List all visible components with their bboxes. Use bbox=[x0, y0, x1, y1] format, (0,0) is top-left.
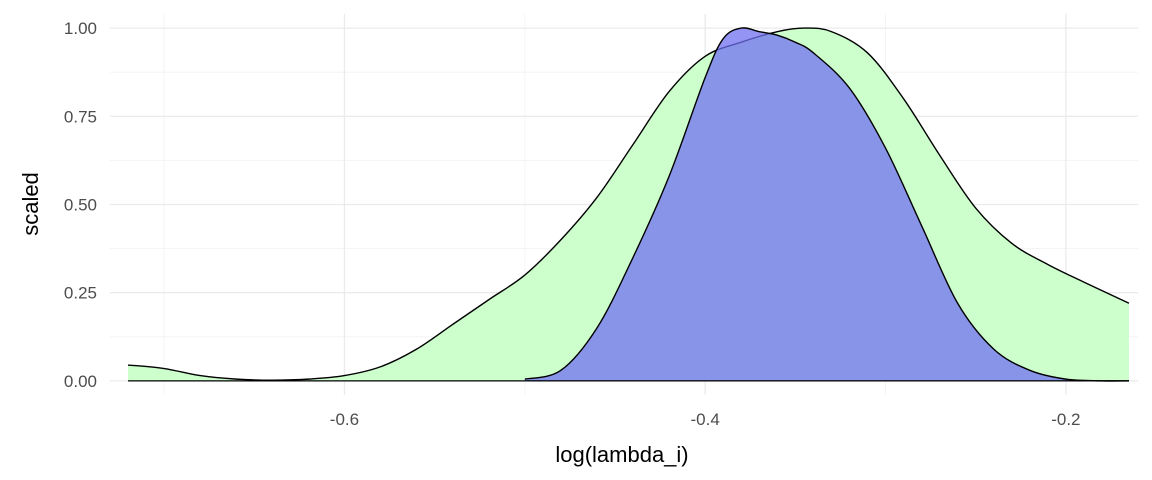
density-areas bbox=[127, 27, 1130, 382]
x-axis-ticks: -0.6 -0.4 -0.2 bbox=[330, 410, 1081, 429]
y-axis-title: scaled bbox=[18, 172, 43, 236]
x-tick-label: -0.2 bbox=[1051, 410, 1080, 429]
y-tick-label: 0.75 bbox=[64, 107, 97, 126]
y-tick-label: 0.00 bbox=[64, 372, 97, 391]
density-area-2 bbox=[524, 27, 1129, 382]
x-axis-title: log(lambda_i) bbox=[555, 442, 688, 467]
y-tick-label: 0.25 bbox=[64, 284, 97, 303]
x-tick-label: -0.4 bbox=[691, 410, 720, 429]
density-outline-1 bbox=[127, 27, 1130, 381]
x-tick-label: -0.6 bbox=[330, 410, 359, 429]
y-axis-ticks: 0.00 0.25 0.50 0.75 1.00 bbox=[64, 19, 97, 391]
density-outline-2 bbox=[524, 27, 1129, 382]
y-tick-label: 1.00 bbox=[64, 19, 97, 38]
y-tick-label: 0.50 bbox=[64, 196, 97, 215]
